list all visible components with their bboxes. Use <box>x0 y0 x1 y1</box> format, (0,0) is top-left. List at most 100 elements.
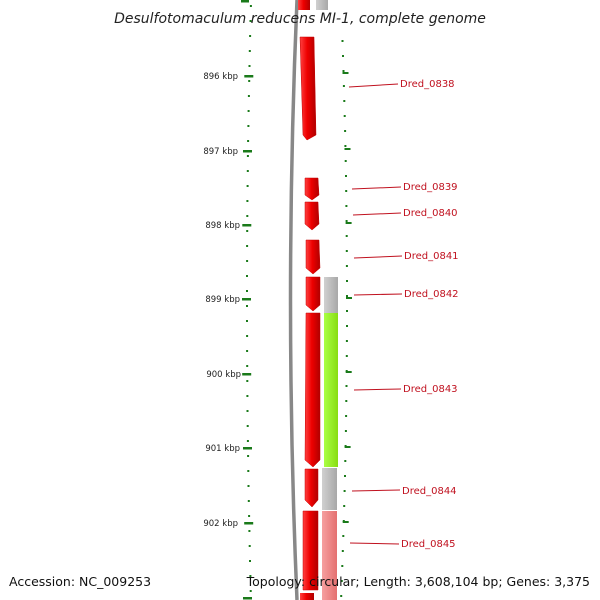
ruler-dot <box>249 35 252 37</box>
ruler-dot <box>345 355 348 357</box>
ruler-dot <box>343 100 346 102</box>
ruler-dot <box>249 590 252 592</box>
kbp-tick <box>243 597 252 600</box>
ruler-dot <box>246 170 249 172</box>
gene-label-dred-0845[interactable]: Dred_0845 <box>401 539 456 550</box>
ruler-dot <box>345 385 348 387</box>
gene-label-dred-0842[interactable]: Dred_0842 <box>404 289 459 300</box>
ruler-dot <box>345 250 348 252</box>
ruler-dot <box>345 205 348 207</box>
ruler-dot <box>248 50 251 52</box>
gene-arrow-dred-0843[interactable] <box>304 312 321 468</box>
partial-feature-bottom-red <box>300 593 314 600</box>
gene-arrows <box>299 36 321 600</box>
gene-label-dred-0840[interactable]: Dred_0840 <box>403 208 458 219</box>
gene-label-dred-0839[interactable]: Dred_0839 <box>403 182 458 193</box>
ruler-dot <box>345 415 348 417</box>
kbp-tick <box>242 298 251 301</box>
gene-arrow-dred-0841[interactable] <box>305 239 321 275</box>
gene-label-leaders <box>348 83 403 545</box>
genome-summary-text: Topology: circular; Length: 3,608,104 bp… <box>246 574 590 589</box>
ruler-dot <box>249 20 252 22</box>
accession-text: Accession: NC_009253 <box>9 574 151 589</box>
ruler-dot <box>246 260 249 262</box>
kbp-label-898: 898 kbp <box>205 221 240 231</box>
gene-arrow-dred-0838[interactable] <box>299 36 317 141</box>
ruler-dot <box>344 460 347 462</box>
ruler-dot <box>247 125 250 127</box>
ruler-dot <box>246 230 249 232</box>
ruler-dot <box>345 400 348 402</box>
ruler-dot <box>247 485 250 487</box>
ruler-dot <box>249 560 251 562</box>
gene-arrow-dred-0842[interactable] <box>305 276 321 312</box>
ruler-dot <box>346 295 348 297</box>
ruler-major-tick <box>345 222 352 224</box>
kbp-label-902: 902 kbp <box>203 519 238 529</box>
kbp-tick <box>242 224 252 227</box>
gene-arrow-dred-0839[interactable] <box>304 177 320 201</box>
gene-arrow-dred-0840[interactable] <box>304 201 320 231</box>
kbp-tick <box>242 373 252 376</box>
ruler-dot <box>345 235 348 237</box>
partial-feature-top-red <box>298 0 310 10</box>
ruler-dot <box>345 340 348 342</box>
ruler-major-tick <box>344 148 351 150</box>
ruler-dot <box>341 40 344 42</box>
kbp-scale <box>241 0 254 600</box>
ruler-major-tick <box>342 521 349 523</box>
ruler-dot <box>343 505 346 507</box>
ruler-dot <box>246 350 249 352</box>
ruler-dot <box>344 145 347 147</box>
gene-label-dred-0844[interactable]: Dred_0844 <box>402 486 457 497</box>
gene-arrow-dred-0845[interactable] <box>302 510 319 591</box>
gene-label-dred-0841[interactable]: Dred_0841 <box>404 251 459 262</box>
ruler-dot <box>342 70 345 72</box>
ruler-dot <box>246 335 249 337</box>
genome-title: Desulfotomaculum reducens MI-1, complete… <box>114 11 486 27</box>
ruler-major-tick <box>345 371 352 373</box>
gene-label-dred-0843[interactable]: Dred_0843 <box>403 384 458 395</box>
cog-category-track <box>322 277 338 600</box>
cog-bar-gray-2 <box>322 468 337 510</box>
ruler-dot <box>345 175 347 177</box>
ruler-dot <box>246 155 249 157</box>
ruler-dot <box>340 580 343 582</box>
kbp-tick <box>244 522 254 525</box>
ruler-dot <box>344 475 346 477</box>
cog-bar-gray-1 <box>324 277 338 313</box>
ruler-dot <box>249 5 252 7</box>
gene-arrow-dred-0844[interactable] <box>304 468 319 508</box>
ruler-dot <box>247 95 250 97</box>
ruler-dot <box>249 575 252 577</box>
ruler-dot <box>246 380 249 382</box>
genome-backbone <box>288 0 299 600</box>
ruler-dot <box>345 265 348 267</box>
ruler-dot <box>248 80 251 82</box>
ruler-dot <box>345 190 348 192</box>
ruler-major-tick <box>342 72 349 74</box>
inner-scale-dots <box>340 40 352 597</box>
kbp-label-900: 900 kbp <box>206 370 241 380</box>
ruler-dot <box>343 115 346 117</box>
ruler-dot <box>248 545 251 547</box>
ruler-dot <box>246 395 249 397</box>
ruler-dot <box>344 160 347 162</box>
ruler-dot <box>346 280 348 282</box>
ruler-dot <box>344 130 347 132</box>
ruler-dot <box>247 470 250 472</box>
ruler-dot <box>345 220 348 222</box>
ruler-major-tick <box>346 297 352 299</box>
ruler-dot <box>246 200 249 202</box>
ruler-dot <box>246 305 248 307</box>
kbp-label-896: 896 kbp <box>203 72 238 82</box>
kbp-label-899: 899 kbp <box>205 295 240 305</box>
kbp-label-897: 897 kbp <box>203 147 238 157</box>
gene-label-dred-0838[interactable]: Dred_0838 <box>400 79 455 90</box>
kbp-tick <box>243 150 252 153</box>
ruler-dot <box>246 215 249 217</box>
kbp-tick <box>243 447 252 450</box>
ruler-dot <box>248 65 251 67</box>
ruler-dot <box>340 595 343 597</box>
